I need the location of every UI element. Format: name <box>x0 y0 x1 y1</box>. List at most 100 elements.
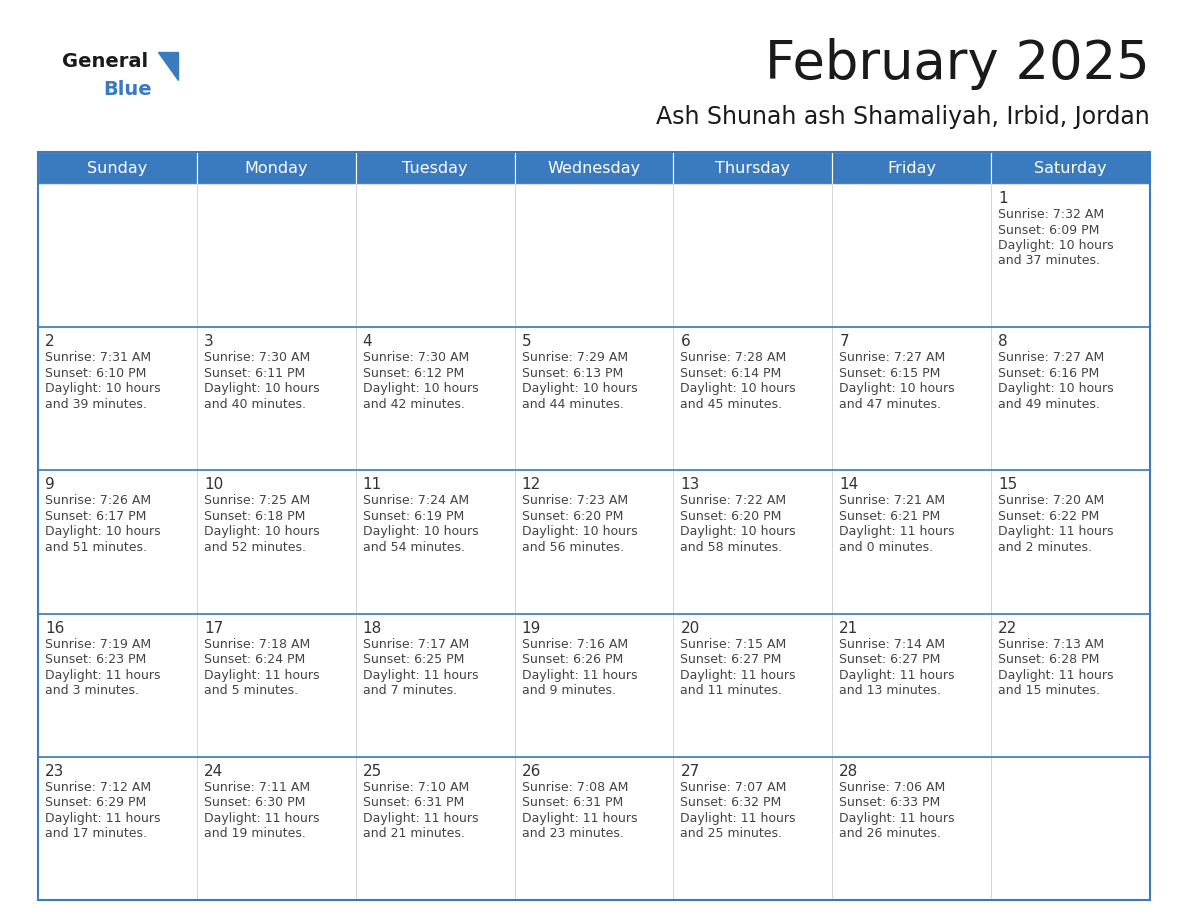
Bar <box>355 470 514 613</box>
Bar <box>38 152 1150 900</box>
Text: Sunset: 6:28 PM: Sunset: 6:28 PM <box>998 653 1100 666</box>
Text: and 56 minutes.: and 56 minutes. <box>522 541 624 554</box>
Text: Sunrise: 7:29 AM: Sunrise: 7:29 AM <box>522 352 627 364</box>
Text: Sunrise: 7:15 AM: Sunrise: 7:15 AM <box>681 638 786 651</box>
Text: Sunset: 6:12 PM: Sunset: 6:12 PM <box>362 366 465 380</box>
Text: Daylight: 11 hours: Daylight: 11 hours <box>45 668 160 681</box>
Text: 25: 25 <box>362 764 383 778</box>
Bar <box>514 327 674 470</box>
Text: Daylight: 11 hours: Daylight: 11 hours <box>204 668 320 681</box>
Text: 26: 26 <box>522 764 541 778</box>
Text: Sunday: Sunday <box>87 161 147 175</box>
Text: 22: 22 <box>998 621 1017 635</box>
Text: Saturday: Saturday <box>1035 161 1107 175</box>
Text: 6: 6 <box>681 334 690 349</box>
Text: 17: 17 <box>204 621 223 635</box>
Text: 11: 11 <box>362 477 383 492</box>
Text: Sunrise: 7:30 AM: Sunrise: 7:30 AM <box>204 352 310 364</box>
Bar <box>38 184 197 327</box>
Bar <box>833 327 991 470</box>
Text: Sunset: 6:29 PM: Sunset: 6:29 PM <box>45 796 146 810</box>
Text: Daylight: 10 hours: Daylight: 10 hours <box>839 382 955 396</box>
Text: Sunrise: 7:19 AM: Sunrise: 7:19 AM <box>45 638 151 651</box>
Text: 10: 10 <box>204 477 223 492</box>
Text: Sunset: 6:17 PM: Sunset: 6:17 PM <box>45 509 146 523</box>
Text: 9: 9 <box>45 477 55 492</box>
Text: and 52 minutes.: and 52 minutes. <box>204 541 305 554</box>
Text: 1: 1 <box>998 191 1007 206</box>
Text: and 21 minutes.: and 21 minutes. <box>362 827 465 840</box>
Text: and 11 minutes.: and 11 minutes. <box>681 684 783 697</box>
Text: Sunrise: 7:06 AM: Sunrise: 7:06 AM <box>839 781 946 794</box>
Text: Sunset: 6:27 PM: Sunset: 6:27 PM <box>681 653 782 666</box>
Text: and 51 minutes.: and 51 minutes. <box>45 541 147 554</box>
Bar <box>38 470 197 613</box>
Text: Friday: Friday <box>887 161 936 175</box>
Bar <box>197 756 355 900</box>
Text: Sunset: 6:15 PM: Sunset: 6:15 PM <box>839 366 941 380</box>
Text: Sunset: 6:20 PM: Sunset: 6:20 PM <box>522 509 623 523</box>
Text: Ash Shunah ash Shamaliyah, Irbid, Jordan: Ash Shunah ash Shamaliyah, Irbid, Jordan <box>656 105 1150 129</box>
Bar <box>991 152 1150 184</box>
Text: Sunrise: 7:11 AM: Sunrise: 7:11 AM <box>204 781 310 794</box>
Text: and 44 minutes.: and 44 minutes. <box>522 397 624 410</box>
Text: Sunset: 6:26 PM: Sunset: 6:26 PM <box>522 653 623 666</box>
Text: Sunset: 6:18 PM: Sunset: 6:18 PM <box>204 509 305 523</box>
Text: 19: 19 <box>522 621 541 635</box>
Text: Sunset: 6:31 PM: Sunset: 6:31 PM <box>362 796 465 810</box>
Bar <box>514 184 674 327</box>
Bar <box>991 184 1150 327</box>
Bar <box>197 613 355 756</box>
Text: and 37 minutes.: and 37 minutes. <box>998 254 1100 267</box>
Text: 5: 5 <box>522 334 531 349</box>
Text: Monday: Monday <box>245 161 308 175</box>
Text: Sunset: 6:33 PM: Sunset: 6:33 PM <box>839 796 941 810</box>
Text: Sunset: 6:22 PM: Sunset: 6:22 PM <box>998 509 1099 523</box>
Text: Sunset: 6:20 PM: Sunset: 6:20 PM <box>681 509 782 523</box>
Text: Wednesday: Wednesday <box>548 161 640 175</box>
Text: Daylight: 11 hours: Daylight: 11 hours <box>681 812 796 824</box>
Text: Daylight: 11 hours: Daylight: 11 hours <box>45 812 160 824</box>
Text: Sunrise: 7:16 AM: Sunrise: 7:16 AM <box>522 638 627 651</box>
Bar <box>355 327 514 470</box>
Text: Daylight: 10 hours: Daylight: 10 hours <box>45 382 160 396</box>
Text: and 5 minutes.: and 5 minutes. <box>204 684 298 697</box>
Text: General: General <box>62 52 148 71</box>
Text: and 19 minutes.: and 19 minutes. <box>204 827 305 840</box>
Bar <box>833 152 991 184</box>
Text: Daylight: 11 hours: Daylight: 11 hours <box>998 525 1113 538</box>
Text: Daylight: 10 hours: Daylight: 10 hours <box>362 382 479 396</box>
Bar <box>38 613 197 756</box>
Text: Sunset: 6:09 PM: Sunset: 6:09 PM <box>998 223 1100 237</box>
Text: Daylight: 10 hours: Daylight: 10 hours <box>681 382 796 396</box>
Text: Sunrise: 7:17 AM: Sunrise: 7:17 AM <box>362 638 469 651</box>
Bar <box>38 327 197 470</box>
Polygon shape <box>158 52 178 80</box>
Text: Sunset: 6:31 PM: Sunset: 6:31 PM <box>522 796 623 810</box>
Text: Daylight: 10 hours: Daylight: 10 hours <box>522 525 637 538</box>
Text: and 47 minutes.: and 47 minutes. <box>839 397 941 410</box>
Text: Sunrise: 7:12 AM: Sunrise: 7:12 AM <box>45 781 151 794</box>
Text: 12: 12 <box>522 477 541 492</box>
Text: and 26 minutes.: and 26 minutes. <box>839 827 941 840</box>
Text: 16: 16 <box>45 621 64 635</box>
Text: 23: 23 <box>45 764 64 778</box>
Text: Sunrise: 7:30 AM: Sunrise: 7:30 AM <box>362 352 469 364</box>
Text: and 2 minutes.: and 2 minutes. <box>998 541 1092 554</box>
Text: Daylight: 10 hours: Daylight: 10 hours <box>998 239 1114 252</box>
Bar <box>514 470 674 613</box>
Text: and 17 minutes.: and 17 minutes. <box>45 827 147 840</box>
Text: and 15 minutes.: and 15 minutes. <box>998 684 1100 697</box>
Text: Sunrise: 7:23 AM: Sunrise: 7:23 AM <box>522 495 627 508</box>
Text: Daylight: 11 hours: Daylight: 11 hours <box>681 668 796 681</box>
Bar <box>197 470 355 613</box>
Text: and 0 minutes.: and 0 minutes. <box>839 541 934 554</box>
Text: Tuesday: Tuesday <box>403 161 468 175</box>
Text: 18: 18 <box>362 621 383 635</box>
Bar <box>674 184 833 327</box>
Text: Thursday: Thursday <box>715 161 790 175</box>
Bar <box>197 152 355 184</box>
Text: Sunrise: 7:20 AM: Sunrise: 7:20 AM <box>998 495 1105 508</box>
Text: Sunset: 6:32 PM: Sunset: 6:32 PM <box>681 796 782 810</box>
Text: 8: 8 <box>998 334 1007 349</box>
